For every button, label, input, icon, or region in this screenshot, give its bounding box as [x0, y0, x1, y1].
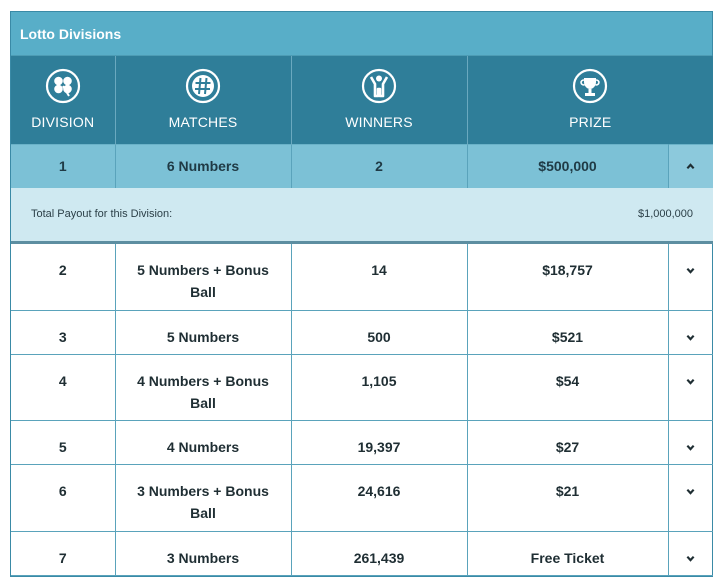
- table-row[interactable]: 3 5 Numbers 500 $521: [11, 310, 714, 355]
- matches-cell: 6 Numbers: [115, 143, 292, 188]
- matches-line: 5 Numbers: [166, 328, 240, 345]
- chevron-down-icon: [686, 555, 695, 562]
- winners-cell: 2: [291, 143, 468, 188]
- table-row[interactable]: 4 4 Numbers + Bonus Ball 1,105 $54: [11, 354, 714, 421]
- winners-cell: 500: [291, 310, 468, 355]
- division-cell: 4: [11, 354, 116, 421]
- expand-toggle[interactable]: [668, 242, 714, 311]
- prize-cell: $27: [467, 420, 669, 465]
- prize-cell: Free Ticket: [467, 531, 669, 576]
- matches-cell: 4 Numbers + Bonus Ball: [115, 354, 292, 421]
- prize-cell: $21: [467, 464, 669, 532]
- winners-cell: 1,105: [291, 354, 468, 421]
- chevron-up-icon: [686, 163, 695, 170]
- prize-header: PRIZE: [467, 56, 714, 144]
- total-payout-value: $1,000,000: [637, 208, 694, 221]
- trophy-icon: [573, 68, 608, 104]
- hash-icon: [185, 68, 221, 104]
- expand-toggle[interactable]: [668, 464, 714, 532]
- prize-cell: $521: [467, 310, 669, 355]
- total-payout-label: Total Payout for this Division:: [31, 208, 173, 221]
- collapse-toggle[interactable]: [668, 143, 714, 188]
- matches-line-continued: Ball: [190, 394, 216, 411]
- matches-line: 4 Numbers: [166, 438, 240, 455]
- prize-cell: $18,757: [467, 242, 669, 311]
- division-cell: 2: [11, 242, 116, 311]
- lotto-divisions-panel: Lotto Divisions DIVISION: [10, 11, 714, 577]
- matches-header: MATCHES: [115, 56, 292, 144]
- chevron-down-icon: [686, 267, 695, 274]
- division-header: DIVISION: [11, 56, 116, 144]
- table-row[interactable]: 2 5 Numbers + Bonus Ball 14 $18,757: [11, 242, 714, 311]
- chevron-down-icon: [686, 334, 695, 341]
- table-row[interactable]: 5 4 Numbers 19,397 $27: [11, 420, 714, 465]
- division-cell: 6: [11, 464, 116, 532]
- prize-cell: $500,000: [467, 143, 669, 188]
- division-detail-row: Total Payout for this Division: $1,000,0…: [11, 188, 714, 244]
- table-header-row: DIVISION MATCHES WINNE: [11, 56, 714, 144]
- matches-line: 5 Numbers + Bonus: [137, 261, 269, 278]
- matches-cell: 5 Numbers + Bonus Ball: [115, 242, 292, 311]
- matches-line-continued: Ball: [190, 504, 216, 521]
- matches-cell: 3 Numbers + Bonus Ball: [115, 464, 292, 532]
- division-cell: 5: [11, 420, 116, 465]
- matches-header-label: MATCHES: [168, 114, 238, 130]
- matches-cell: 4 Numbers: [115, 420, 292, 465]
- panel-title: Lotto Divisions: [11, 12, 712, 56]
- prize-header-label: PRIZE: [569, 114, 612, 130]
- expand-toggle[interactable]: [668, 420, 714, 465]
- division-cell: 1: [11, 143, 116, 188]
- matches-line: 3 Numbers + Bonus: [137, 482, 269, 499]
- division-cell: 3: [11, 310, 116, 355]
- winner-person-icon: [361, 68, 397, 104]
- matches-cell: 3 Numbers: [115, 531, 292, 576]
- matches-line: 3 Numbers: [166, 549, 240, 566]
- expand-toggle[interactable]: [668, 354, 714, 421]
- divisions-table: DIVISION MATCHES WINNE: [11, 56, 714, 576]
- winners-cell: 19,397: [291, 420, 468, 465]
- winners-cell: 14: [291, 242, 468, 311]
- matches-cell: 5 Numbers: [115, 310, 292, 355]
- chevron-down-icon: [686, 378, 695, 385]
- expand-toggle[interactable]: [668, 310, 714, 355]
- table-row[interactable]: 7 3 Numbers 261,439 Free Ticket: [11, 531, 714, 576]
- winners-header: WINNERS: [291, 56, 468, 144]
- winners-cell: 24,616: [291, 464, 468, 532]
- division-header-label: DIVISION: [31, 114, 95, 130]
- chevron-down-icon: [686, 444, 695, 451]
- chevron-down-icon: [686, 488, 695, 495]
- clover-icon: [45, 68, 80, 104]
- matches-line-continued: Ball: [190, 283, 216, 300]
- matches-line: 4 Numbers + Bonus: [137, 372, 269, 389]
- division-cell: 7: [11, 531, 116, 576]
- prize-cell: $54: [467, 354, 669, 421]
- winners-header-label: WINNERS: [345, 114, 413, 130]
- winners-cell: 261,439: [291, 531, 468, 576]
- division-row-expanded[interactable]: 1 6 Numbers 2 $500,000: [11, 143, 714, 188]
- table-row[interactable]: 6 3 Numbers + Bonus Ball 24,616 $21: [11, 464, 714, 532]
- expand-toggle[interactable]: [668, 531, 714, 576]
